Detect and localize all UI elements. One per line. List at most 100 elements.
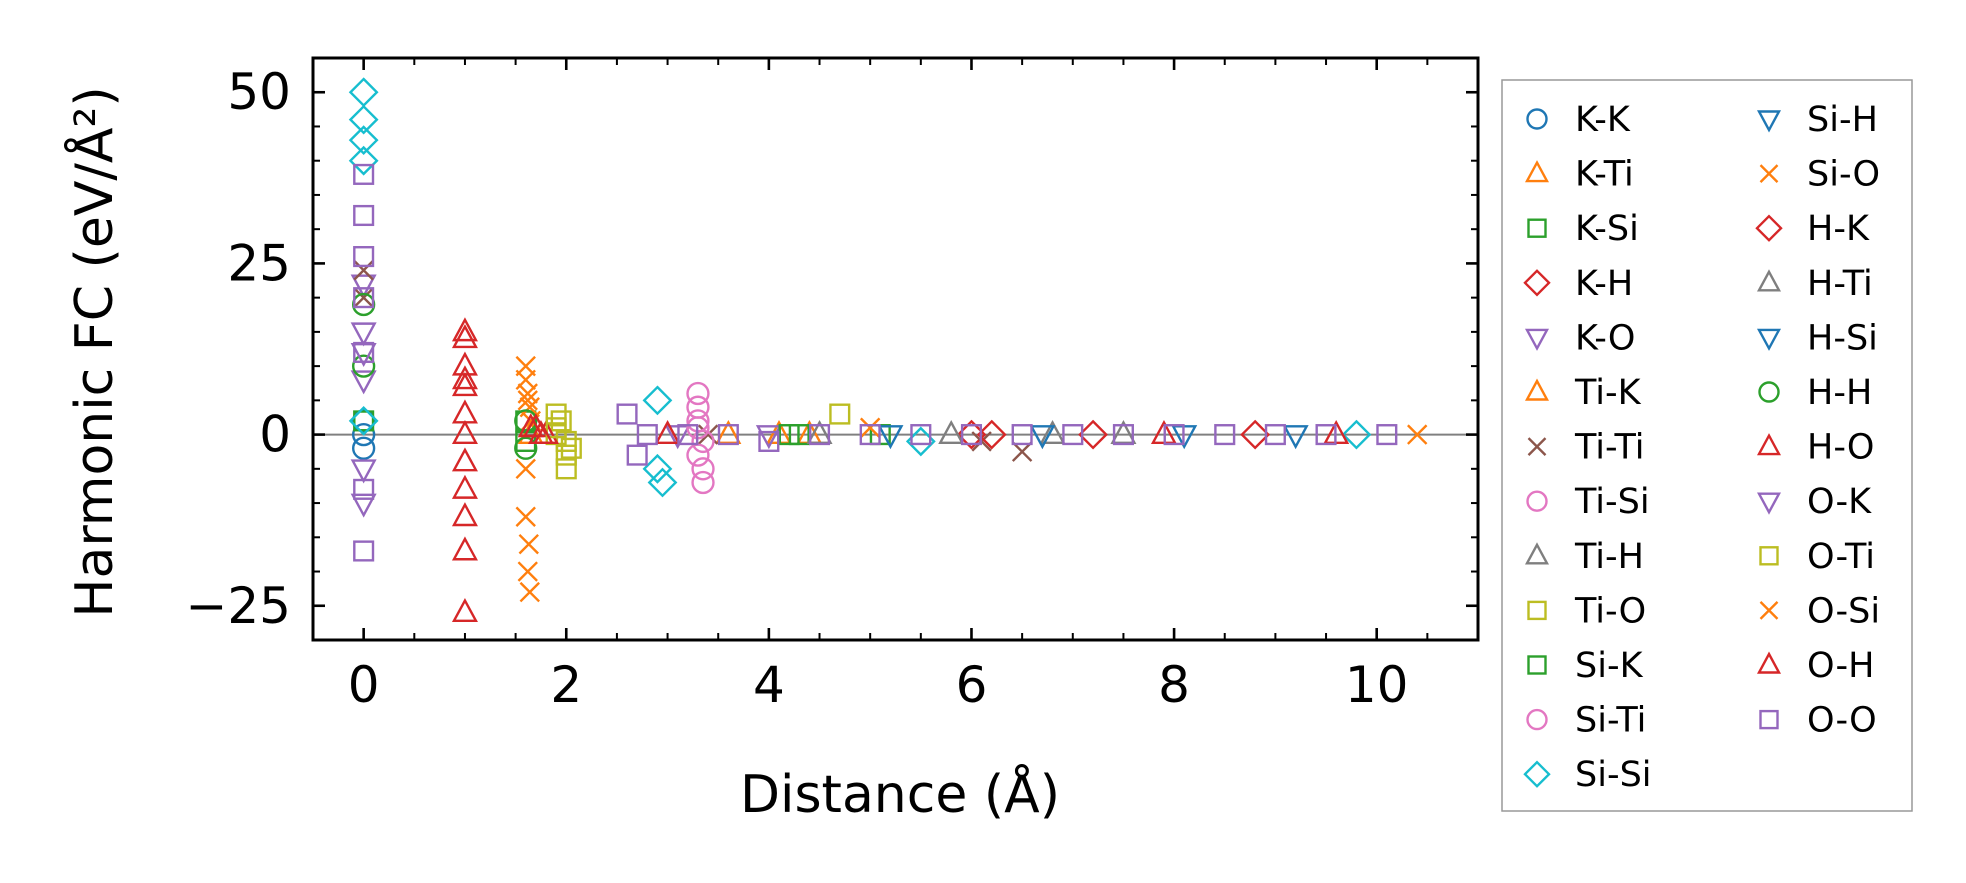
data-point (353, 410, 375, 432)
y-axis-label: Harmonic FC (eV/Å²) (63, 86, 125, 617)
data-point (642, 453, 673, 484)
data-point (555, 444, 577, 466)
series-h-k (976, 419, 1271, 450)
series-o-o (353, 163, 1398, 562)
data-point (1112, 424, 1134, 446)
data-point (1282, 425, 1309, 450)
legend-label: Ti-H (1574, 537, 1644, 577)
legend-marker (1523, 269, 1551, 297)
legend-item-ti-o: Ti-O (1527, 591, 1646, 631)
data-point (451, 419, 478, 445)
legend-item-ti-h: Ti-H (1524, 537, 1644, 577)
y-tick-label: −25 (185, 577, 291, 635)
data-point (352, 422, 376, 447)
legend-label: Si-Si (1575, 755, 1652, 795)
legend-label: Ti-Si (1574, 482, 1650, 522)
data-point (353, 287, 375, 309)
data-point (451, 365, 478, 390)
x-tick-label: 2 (550, 656, 582, 714)
legend-label: O-Ti (1807, 537, 1875, 577)
legend-label: Ti-Ti (1574, 428, 1644, 468)
data-point (545, 403, 567, 425)
data-point (1376, 424, 1398, 446)
plot-area (313, 77, 1478, 623)
legend-item-o-ti: O-Ti (1759, 537, 1875, 577)
data-point (515, 458, 536, 480)
data-point (691, 457, 715, 481)
legend-label: Si-H (1807, 100, 1878, 140)
legend-marker (1526, 708, 1548, 731)
data-point (517, 561, 538, 582)
legend-marker (1524, 542, 1550, 565)
x-tick-label: 10 (1345, 656, 1409, 714)
legend-item-si-si: Si-Si (1523, 755, 1652, 795)
data-point (514, 409, 538, 433)
legend-label: K-H (1575, 264, 1633, 304)
data-point (353, 287, 374, 308)
legend-label: K-K (1575, 100, 1631, 140)
data-point (353, 540, 375, 562)
data-point (451, 597, 478, 623)
legend-label: H-H (1807, 373, 1872, 413)
data-point (1163, 424, 1185, 446)
data-point (686, 443, 710, 467)
data-point (353, 204, 375, 227)
data-point (514, 436, 538, 460)
data-point (350, 493, 377, 518)
data-point (353, 260, 374, 281)
data-point (691, 429, 715, 454)
axes: 0 2 4 6 8 10 −25 0 25 50 (185, 56, 1480, 714)
legend-marker (1756, 269, 1782, 292)
legend-marker (1756, 651, 1782, 674)
legend-marker (1527, 218, 1547, 238)
legend-item-si-o: Si-O (1759, 155, 1880, 195)
data-point (1240, 419, 1271, 450)
data-point (451, 474, 478, 499)
legend-marker (1755, 214, 1783, 242)
data-point (348, 104, 379, 135)
data-point (976, 419, 1007, 450)
data-point (348, 125, 379, 156)
legend-marker (1759, 601, 1779, 620)
legend-item-si-ti: Si-Ti (1526, 701, 1646, 741)
data-point (550, 410, 572, 432)
legend-item-si-k: Si-K (1527, 646, 1644, 686)
data-point (616, 403, 638, 425)
legend-box (1501, 79, 1913, 812)
data-point (353, 478, 375, 500)
legend-marker (1526, 108, 1548, 130)
legend-marker (1759, 164, 1779, 183)
data-point (451, 324, 478, 349)
x-tick-label: 0 (348, 656, 380, 714)
legend-item-h-ti: H-Ti (1756, 264, 1873, 304)
legend-marker (1526, 490, 1548, 512)
x-tick-label: 6 (956, 656, 988, 714)
x-tick-label: 8 (1158, 656, 1190, 714)
data-point (1062, 424, 1084, 446)
data-point (451, 447, 478, 472)
legend-label: H-Ti (1807, 264, 1873, 304)
data-point (910, 424, 932, 446)
data-point (519, 581, 540, 603)
legend-marker (1759, 546, 1779, 566)
legend-item-h-k: H-K (1755, 209, 1870, 249)
data-point (1214, 424, 1236, 446)
legend-label: O-O (1807, 701, 1877, 741)
legend-label: O-K (1807, 482, 1872, 522)
data-point (350, 459, 377, 484)
series-ti-ti (353, 260, 1033, 462)
legend-item-k-o: K-O (1524, 318, 1635, 358)
legend-marker (1527, 655, 1547, 675)
legend-label: Si-O (1807, 155, 1880, 195)
data-point (353, 163, 375, 185)
legend-label: Si-K (1575, 646, 1644, 686)
legend-marker (1759, 709, 1779, 730)
data-point (350, 322, 377, 347)
data-point (1078, 419, 1108, 450)
data-point (654, 419, 681, 445)
data-point (1341, 419, 1372, 450)
legend-marker (1756, 328, 1782, 351)
data-point (755, 425, 782, 450)
data-point (518, 533, 539, 555)
data-point (808, 424, 831, 446)
